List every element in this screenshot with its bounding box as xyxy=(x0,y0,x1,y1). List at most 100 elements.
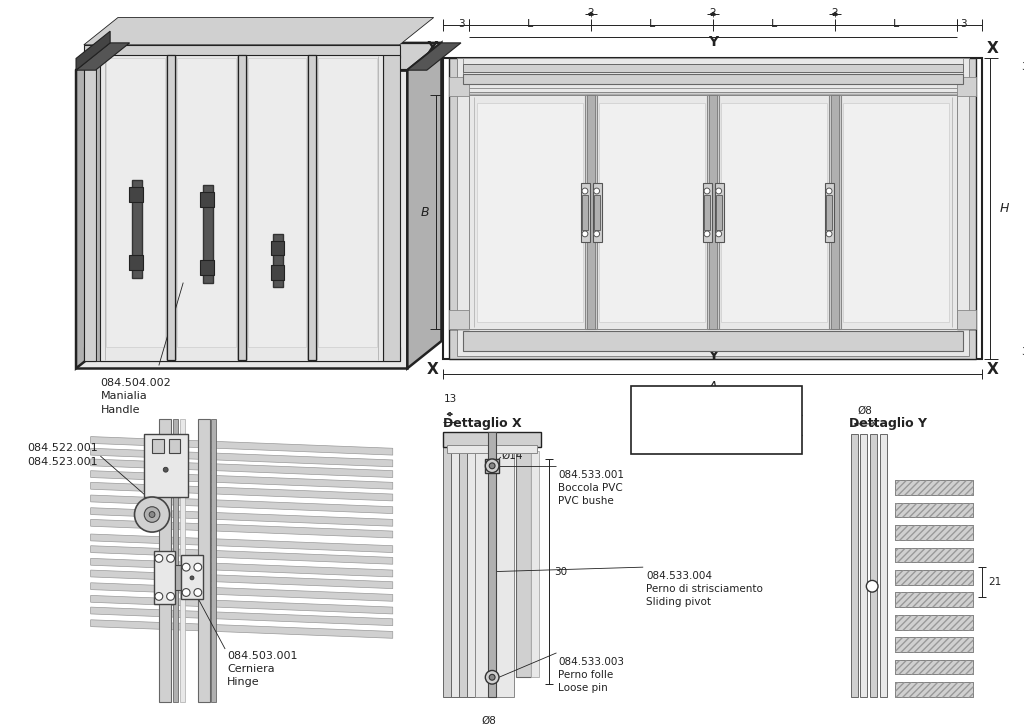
Polygon shape xyxy=(91,448,393,467)
Bar xyxy=(835,96,957,329)
Bar xyxy=(469,59,957,88)
Bar xyxy=(632,386,802,454)
Bar xyxy=(957,96,977,329)
Circle shape xyxy=(485,670,499,684)
Bar xyxy=(212,419,216,702)
Circle shape xyxy=(155,555,163,563)
Bar xyxy=(443,447,452,696)
Bar xyxy=(599,104,706,321)
Bar xyxy=(318,59,377,347)
Polygon shape xyxy=(91,508,393,526)
Text: L: L xyxy=(526,19,532,28)
Bar xyxy=(531,451,539,677)
Text: 2: 2 xyxy=(710,8,716,18)
Bar xyxy=(171,54,242,361)
Bar xyxy=(248,59,306,347)
Bar xyxy=(463,332,963,351)
Bar xyxy=(957,310,977,329)
Bar xyxy=(843,104,949,321)
Bar xyxy=(95,54,100,361)
Text: 13: 13 xyxy=(443,395,457,405)
Text: L: L xyxy=(893,19,899,28)
Bar xyxy=(895,481,973,495)
Bar xyxy=(443,59,982,358)
Text: X: X xyxy=(987,41,999,56)
Bar xyxy=(84,45,399,59)
Bar xyxy=(829,96,841,329)
Circle shape xyxy=(167,555,174,563)
Circle shape xyxy=(485,459,499,473)
Text: Dettaglio X: Dettaglio X xyxy=(443,417,522,430)
Bar xyxy=(516,451,531,677)
Bar xyxy=(593,183,601,242)
Bar xyxy=(895,637,973,652)
Circle shape xyxy=(155,592,163,600)
Polygon shape xyxy=(76,43,130,70)
Circle shape xyxy=(194,563,202,571)
Polygon shape xyxy=(84,17,434,45)
Circle shape xyxy=(716,231,722,237)
Bar xyxy=(895,660,973,674)
Bar xyxy=(450,59,977,96)
Text: 084.533.003
Perno folle
Loose pin: 084.533.003 Perno folle Loose pin xyxy=(558,657,625,693)
Bar xyxy=(169,439,180,453)
Bar xyxy=(703,183,712,242)
Circle shape xyxy=(705,188,710,194)
Bar xyxy=(707,96,719,329)
Bar xyxy=(450,96,469,329)
Text: 2: 2 xyxy=(588,8,594,18)
Bar xyxy=(450,329,977,358)
Polygon shape xyxy=(91,620,393,639)
Bar xyxy=(594,195,600,230)
Bar xyxy=(581,183,590,242)
Bar xyxy=(485,459,499,473)
Bar xyxy=(450,59,977,93)
Bar xyxy=(154,550,175,605)
Bar xyxy=(488,432,496,696)
Bar xyxy=(200,192,214,206)
Circle shape xyxy=(163,467,168,472)
Circle shape xyxy=(866,581,878,592)
Bar xyxy=(463,59,963,90)
Bar xyxy=(467,447,474,696)
Text: Dettaglio Y: Dettaglio Y xyxy=(849,417,927,430)
Polygon shape xyxy=(91,495,393,513)
Text: 084.503.001
Cerniera
Hinge: 084.503.001 Cerniera Hinge xyxy=(227,651,298,687)
Text: Ø14: Ø14 xyxy=(502,451,523,461)
Polygon shape xyxy=(76,43,111,369)
Bar xyxy=(203,185,213,282)
Bar xyxy=(715,183,724,242)
Polygon shape xyxy=(91,583,393,601)
Bar xyxy=(895,615,973,630)
Circle shape xyxy=(594,188,600,194)
Bar xyxy=(895,525,973,540)
Bar xyxy=(459,447,467,696)
Polygon shape xyxy=(91,459,393,478)
Bar xyxy=(474,447,514,696)
Bar xyxy=(895,615,973,630)
Bar xyxy=(198,419,210,702)
Text: 3: 3 xyxy=(1021,62,1024,72)
Bar xyxy=(167,54,175,360)
Circle shape xyxy=(182,589,190,597)
Bar xyxy=(129,187,143,202)
Bar xyxy=(895,682,973,696)
Bar xyxy=(721,104,827,321)
Bar xyxy=(177,59,236,347)
Bar xyxy=(447,445,537,453)
Bar xyxy=(181,555,203,599)
Bar xyxy=(457,59,969,92)
Bar xyxy=(880,434,887,696)
Bar xyxy=(450,77,469,96)
Polygon shape xyxy=(91,546,393,564)
Bar xyxy=(273,234,284,287)
Polygon shape xyxy=(408,43,461,70)
Bar xyxy=(895,525,973,540)
Bar xyxy=(84,54,95,361)
Circle shape xyxy=(167,592,174,600)
Polygon shape xyxy=(91,607,393,626)
Polygon shape xyxy=(91,519,393,538)
Bar xyxy=(895,592,973,607)
Circle shape xyxy=(134,497,170,532)
Bar xyxy=(450,310,469,329)
